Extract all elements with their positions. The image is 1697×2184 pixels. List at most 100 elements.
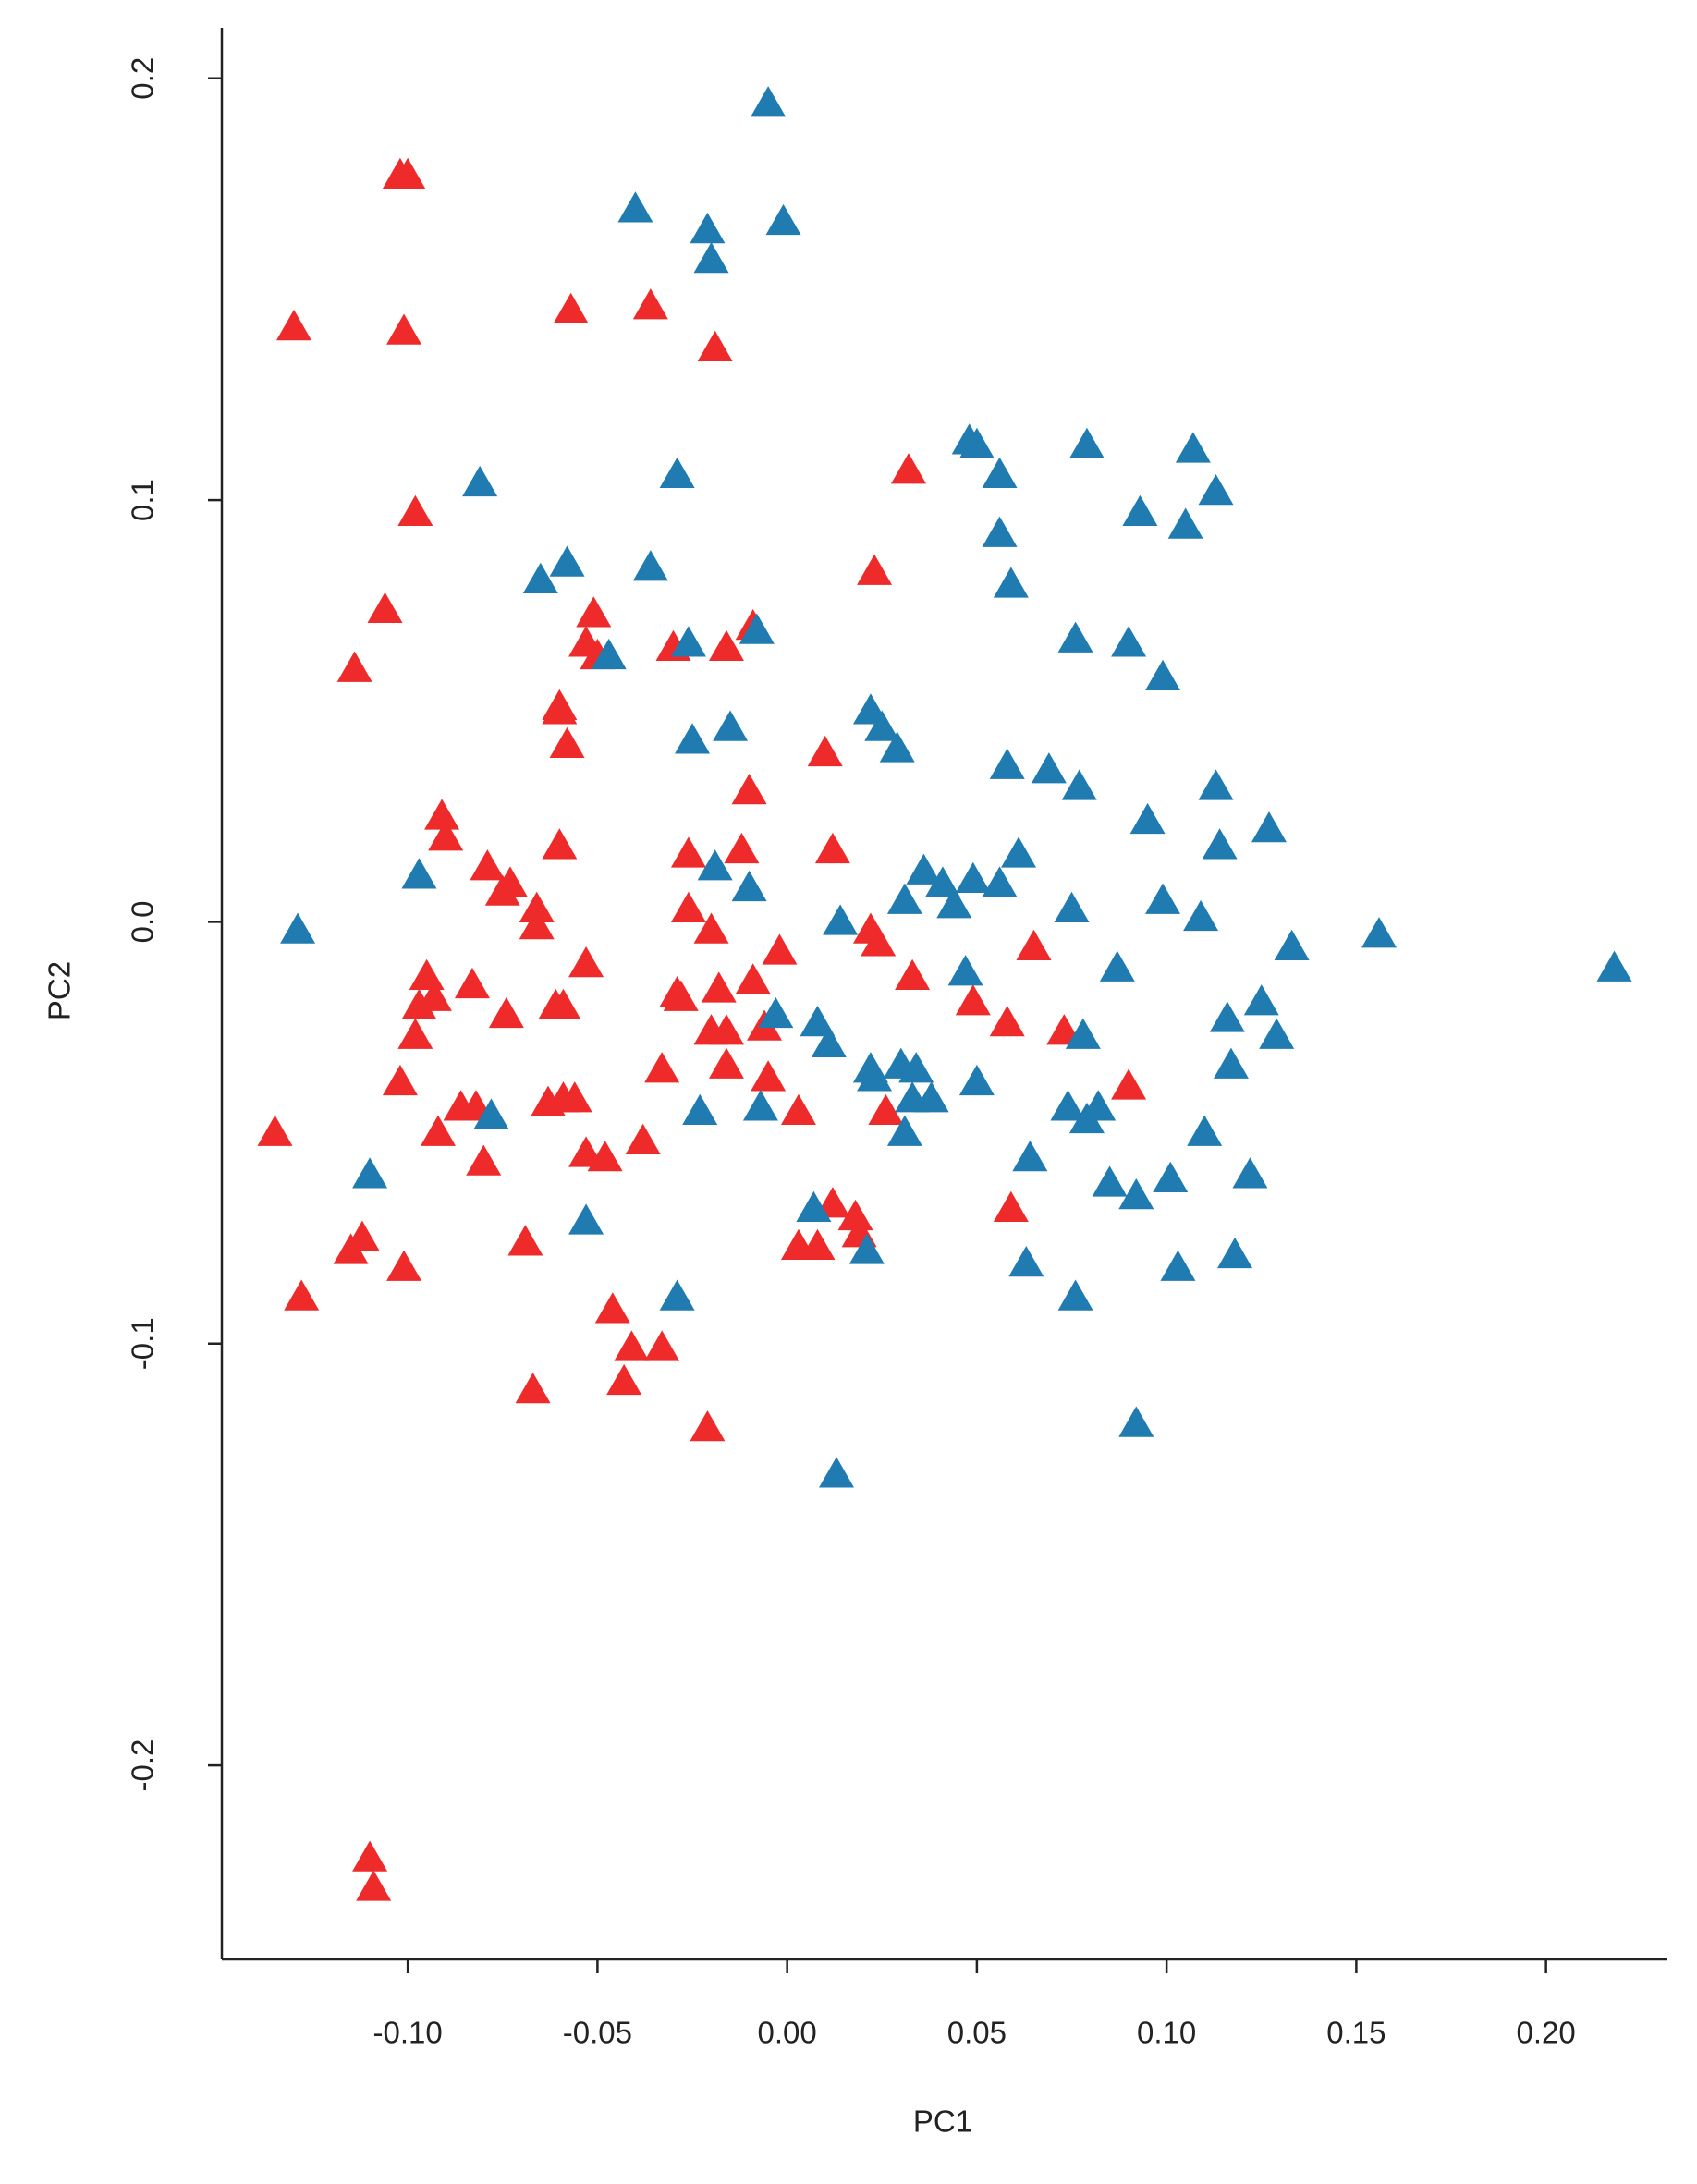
point	[594, 1292, 630, 1324]
point	[800, 1228, 836, 1261]
point	[549, 545, 585, 577]
point	[739, 613, 775, 644]
point	[367, 592, 403, 623]
point	[416, 980, 452, 1011]
point	[898, 1052, 934, 1083]
point	[895, 1081, 931, 1113]
point	[1092, 1165, 1128, 1197]
point	[1217, 1237, 1253, 1269]
point	[848, 1233, 885, 1264]
point	[807, 735, 843, 767]
x-tick-label: 0.05	[947, 2016, 1007, 2050]
point	[462, 465, 498, 497]
point	[1145, 883, 1181, 914]
point	[891, 453, 927, 484]
point	[617, 191, 653, 223]
point	[1080, 1090, 1117, 1121]
point	[1061, 769, 1097, 800]
point	[713, 710, 749, 741]
point	[1274, 929, 1310, 961]
point	[1118, 1406, 1154, 1437]
point	[1232, 1157, 1268, 1189]
point	[386, 1250, 422, 1281]
point	[819, 1457, 855, 1488]
point	[1202, 828, 1238, 860]
point	[814, 832, 850, 864]
point	[724, 832, 760, 864]
point	[857, 554, 893, 585]
point	[644, 1052, 680, 1083]
point	[886, 1115, 922, 1146]
point	[1122, 494, 1158, 527]
point	[989, 1005, 1025, 1037]
point	[1175, 432, 1211, 463]
point	[644, 1330, 680, 1361]
point	[886, 883, 922, 914]
point	[742, 1090, 778, 1121]
point	[1361, 917, 1398, 948]
point	[470, 849, 506, 881]
point	[1129, 802, 1166, 835]
point	[454, 967, 490, 999]
point	[924, 866, 960, 897]
point	[735, 963, 771, 994]
point	[1099, 950, 1135, 982]
x-tick-label: 0.00	[758, 2016, 817, 2050]
point	[762, 933, 798, 965]
x-tick-label: 0.15	[1326, 2016, 1386, 2050]
point	[758, 996, 794, 1029]
point	[765, 203, 801, 236]
x-tick-label: -0.10	[373, 2016, 443, 2050]
point	[697, 330, 733, 362]
point	[275, 309, 311, 341]
point	[1251, 811, 1287, 843]
point	[568, 946, 604, 978]
point	[507, 1225, 543, 1256]
point	[708, 1047, 744, 1079]
point	[625, 1123, 661, 1154]
point	[659, 457, 695, 488]
point	[751, 86, 787, 117]
point	[701, 971, 737, 1003]
point	[993, 1190, 1029, 1222]
point	[936, 887, 972, 919]
point	[982, 866, 1018, 897]
point	[542, 693, 578, 725]
point	[1001, 836, 1037, 868]
point	[670, 891, 706, 922]
y-tick-label: 0.2	[126, 57, 160, 100]
point	[1008, 1246, 1044, 1277]
point	[1068, 427, 1105, 459]
point	[428, 820, 464, 851]
point	[708, 629, 744, 662]
point	[663, 980, 699, 1011]
point	[675, 723, 711, 754]
point	[857, 1060, 893, 1092]
point	[731, 870, 767, 902]
point	[947, 955, 983, 986]
point	[1065, 1018, 1101, 1049]
point	[708, 1014, 744, 1045]
point	[397, 1018, 433, 1049]
point	[549, 726, 585, 759]
point	[958, 427, 995, 459]
point	[397, 494, 433, 527]
point	[382, 157, 418, 189]
point	[591, 638, 627, 670]
point	[382, 1064, 418, 1096]
point	[879, 731, 915, 763]
point	[568, 1203, 604, 1235]
point	[958, 1064, 995, 1096]
point	[780, 1093, 816, 1126]
point	[466, 1144, 502, 1176]
y-tick-label: -0.2	[126, 1739, 160, 1792]
point	[868, 1093, 904, 1126]
y-tick-label: 0.0	[126, 900, 160, 943]
point	[690, 1410, 726, 1442]
point	[796, 1190, 832, 1222]
x-axis-title: PC1	[913, 2105, 972, 2139]
point	[823, 904, 859, 935]
point	[587, 1140, 623, 1172]
